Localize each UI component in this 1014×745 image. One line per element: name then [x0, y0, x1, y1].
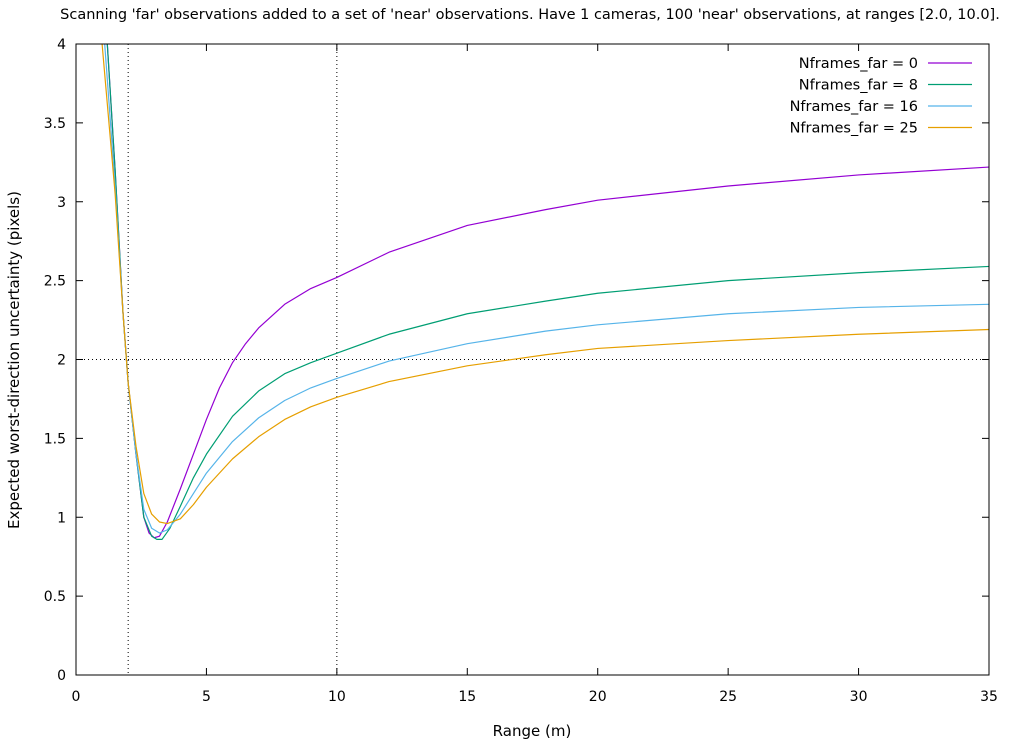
y-tick-label: 4	[57, 37, 66, 53]
y-tick-label: 0.5	[44, 589, 66, 605]
x-axis: 0 5 10 15 20 25 30 35	[72, 44, 998, 705]
legend: Nframes_far = 0 Nframes_far = 8 Nframes_fa…	[790, 56, 972, 137]
y-axis: 0 0.5 1 1.5 2 2.5 3 3.5 4	[44, 37, 989, 684]
reference-lines	[76, 44, 989, 675]
x-tick-label: 0	[72, 689, 81, 705]
y-tick-label: 1.5	[44, 431, 66, 447]
x-axis-title: Range (m)	[493, 722, 572, 740]
y-tick-label: 1	[57, 510, 66, 526]
x-tick-label: 20	[589, 689, 607, 705]
y-axis-title: Expected worst-direction uncertainty (pi…	[5, 191, 23, 529]
series-line-3	[101, 44, 989, 525]
y-tick-label: 3	[57, 195, 66, 211]
x-tick-label: 15	[458, 689, 476, 705]
x-tick-label: 5	[202, 689, 211, 705]
chart-title: Scanning 'far' observations added to a s…	[60, 7, 1000, 23]
series-group	[101, 44, 989, 540]
series-line-2	[104, 44, 989, 534]
series-line-1	[106, 44, 989, 540]
y-tick-label: 3.5	[44, 116, 66, 132]
series-line-0	[106, 44, 989, 539]
x-tick-label: 10	[328, 689, 346, 705]
x-tick-label: 30	[850, 689, 868, 705]
x-tick-label: 25	[719, 689, 737, 705]
legend-label: Nframes_far = 16	[790, 99, 918, 115]
y-tick-label: 2	[57, 353, 66, 369]
legend-label: Nframes_far = 8	[799, 78, 918, 94]
y-tick-label: 0	[57, 668, 66, 684]
y-tick-label: 2.5	[44, 274, 66, 290]
legend-label: Nframes_far = 0	[799, 56, 918, 72]
x-tick-label: 35	[980, 689, 998, 705]
legend-label: Nframes_far = 25	[790, 121, 918, 137]
